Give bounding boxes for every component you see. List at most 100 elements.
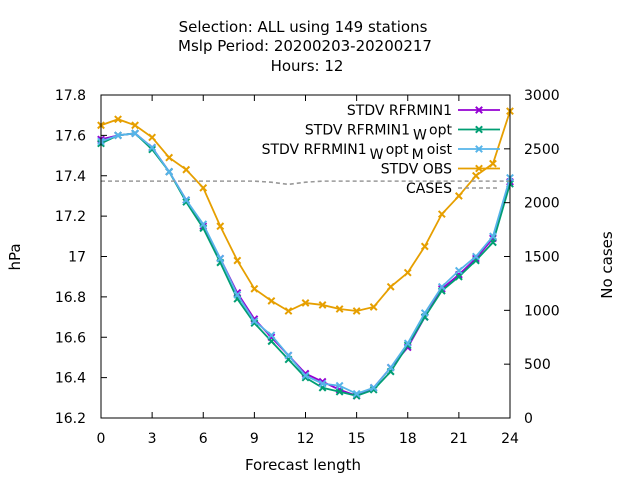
series-2-point-8 (233, 290, 242, 299)
series-4 (101, 180, 510, 186)
series-3-point-15 (352, 307, 361, 315)
series-2-point-1 (114, 131, 122, 140)
x-tick-label: 3 (148, 431, 157, 447)
series-2-point-6 (199, 220, 208, 229)
series-2-point-2 (131, 129, 139, 138)
x-tick-label: 24 (501, 431, 519, 447)
series-3-point-17 (386, 282, 395, 291)
legend-marker-0 (475, 106, 483, 114)
legend-item-4: CASES (406, 181, 500, 197)
series-2-point-16 (369, 383, 378, 392)
series-3-point-6 (199, 183, 208, 192)
series-0-point-22 (472, 254, 480, 263)
y-tick-label: 17.4 (55, 169, 86, 185)
series-2-point-5 (182, 196, 191, 204)
series-3-point-19 (420, 242, 429, 251)
x-tick-label: 15 (348, 431, 366, 447)
series-line-4 (101, 180, 510, 186)
series-2-point-12 (301, 371, 310, 380)
series-2-point-20 (437, 282, 446, 291)
series-2-point-21 (454, 266, 463, 275)
legend-label-3: STDV OBS (381, 162, 452, 178)
legend-marker-3 (475, 164, 483, 173)
series-3-point-23 (489, 159, 497, 168)
series-3 (97, 107, 514, 315)
series-2-point-23 (489, 232, 497, 241)
series-2-point-13 (318, 379, 327, 388)
series-1-point-23 (489, 238, 497, 247)
series-2-point-3 (148, 143, 157, 152)
legend-marker-2 (475, 145, 483, 153)
y-tick-label: 16.2 (55, 411, 86, 427)
series-3-point-5 (182, 165, 191, 174)
series-3-point-10 (267, 297, 276, 305)
series-2 (97, 129, 514, 398)
series-3-point-2 (131, 121, 139, 130)
y2-tick-label: 1000 (524, 303, 560, 319)
title-line-1: Selection: ALL using 149 stations (179, 18, 428, 36)
title-line-2: Mslp Period: 20200203-20200217 (178, 37, 432, 55)
series-1-point-21 (454, 272, 463, 281)
x-tick-label: 21 (450, 431, 468, 447)
y-tick-label: 17.8 (55, 88, 86, 104)
series-1-point-9 (250, 319, 259, 328)
series-2-point-14 (335, 381, 344, 390)
legend-item-0: STDV RFRMIN1 (347, 103, 500, 119)
title-line-3: Hours: 12 (271, 57, 344, 75)
y-tick-label: 17.6 (55, 128, 86, 144)
legend-label-4: CASES (406, 181, 452, 197)
series-2-point-10 (267, 331, 276, 340)
x-tick-label: 6 (199, 431, 208, 447)
series-3-point-8 (233, 256, 242, 265)
y2-tick-label: 500 (524, 357, 551, 373)
series-layer (97, 107, 514, 400)
series-3-point-12 (301, 299, 310, 307)
series-2-point-9 (250, 317, 259, 326)
x-tick-label: 9 (250, 431, 259, 447)
y-axis-label: hPa (6, 243, 24, 270)
y2-tick-label: 2000 (524, 196, 560, 212)
series-3-point-18 (403, 268, 412, 277)
series-3-point-3 (148, 133, 157, 142)
y-tick-label: 17 (68, 250, 86, 266)
x-axis: 0 3 6 9 12 15 18 21 24 (97, 95, 519, 447)
x-tick-label: 0 (97, 431, 106, 447)
y2-tick-label: 3000 (524, 88, 560, 104)
x-tick-label: 12 (297, 431, 315, 447)
series-3-point-14 (335, 305, 344, 313)
x-tick-label: 18 (399, 431, 417, 447)
series-2-point-19 (420, 309, 429, 317)
series-3-point-1 (114, 115, 122, 124)
series-1-point-14 (335, 387, 344, 396)
y-tick-label: 16.8 (55, 290, 86, 306)
series-2-point-11 (284, 351, 293, 360)
series-2-point-4 (165, 167, 174, 176)
legend-item-3: STDV OBS (381, 162, 500, 178)
x-axis-label: Forecast length (245, 456, 361, 474)
series-3-point-13 (318, 301, 327, 309)
y2-axis: 0 500 1000 1500 2000 2500 3000 (504, 88, 560, 427)
series-2-point-7 (216, 254, 225, 263)
y-tick-label: 16.4 (55, 371, 86, 387)
series-3-point-7 (216, 222, 225, 231)
series-3-point-20 (437, 210, 446, 219)
y-axis: 16.2 16.4 16.6 16.8 17 17.2 17.4 17.6 17.8 (55, 88, 107, 427)
chart-title: Selection: ALL using 149 stations Mslp P… (178, 18, 432, 75)
series-1-point-12 (301, 373, 310, 382)
y2-axis-label: No cases (598, 231, 616, 299)
series-3-point-11 (284, 307, 293, 315)
series-2-point-15 (352, 389, 361, 398)
y-tick-label: 17.2 (55, 209, 86, 225)
series-2-point-18 (403, 339, 412, 348)
y2-tick-label: 1500 (524, 250, 560, 266)
series-1-point-10 (267, 337, 276, 346)
series-3-point-9 (250, 284, 259, 293)
series-3-point-4 (165, 153, 174, 162)
legend-label-0: STDV RFRMIN1 (347, 103, 452, 119)
